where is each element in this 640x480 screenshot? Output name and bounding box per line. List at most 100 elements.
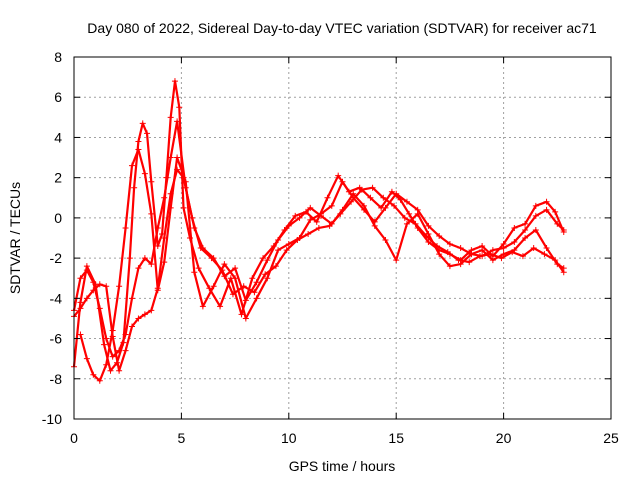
data-point <box>444 249 451 256</box>
data-point <box>135 138 142 145</box>
data-point <box>457 245 464 252</box>
data-point <box>283 247 290 254</box>
data-point <box>135 146 142 153</box>
data-point <box>292 212 299 219</box>
data-point <box>446 241 453 248</box>
data-point <box>210 283 217 290</box>
data-point <box>148 307 155 314</box>
data-point <box>313 218 320 225</box>
data-point <box>339 178 346 185</box>
data-point <box>275 237 282 244</box>
data-point <box>511 239 518 246</box>
data-point <box>101 341 108 348</box>
data-point <box>249 275 256 282</box>
data-point <box>382 204 389 211</box>
data-point <box>324 194 331 201</box>
data-point <box>414 206 421 213</box>
data-point <box>221 273 228 280</box>
data-point <box>116 283 123 290</box>
data-point <box>141 311 148 318</box>
y-tick-label: -2 <box>50 250 63 266</box>
data-point <box>180 204 187 211</box>
series-track-c <box>71 118 567 360</box>
data-point <box>468 251 475 258</box>
data-point <box>388 188 395 195</box>
data-point <box>393 190 400 197</box>
data-point <box>522 226 529 233</box>
data-point <box>466 259 473 266</box>
data-point <box>232 275 239 282</box>
data-point <box>116 347 123 354</box>
data-point <box>436 251 443 258</box>
data-point <box>335 172 342 179</box>
series-line <box>72 120 565 358</box>
data-point <box>174 118 181 125</box>
data-point <box>446 263 453 270</box>
data-point <box>161 194 168 201</box>
x-axis-label: GPS time / hours <box>289 458 396 474</box>
data-point <box>103 335 110 342</box>
data-point <box>272 263 279 270</box>
data-point <box>369 184 376 191</box>
data-point <box>532 226 539 233</box>
data-point <box>519 253 526 260</box>
data-point <box>260 255 267 262</box>
data-point <box>403 220 410 227</box>
y-tick-label: 4 <box>54 129 62 145</box>
data-point <box>242 315 249 322</box>
data-point <box>406 210 413 217</box>
data-point <box>425 222 432 229</box>
data-point <box>305 230 312 237</box>
y-tick-label: 8 <box>54 49 62 65</box>
data-point <box>360 206 367 213</box>
data-point <box>522 235 529 241</box>
data-point <box>148 178 155 185</box>
data-point <box>141 255 148 262</box>
data-point <box>530 245 537 252</box>
data-point <box>554 261 561 268</box>
x-tick-label: 25 <box>603 430 619 446</box>
data-point <box>161 259 168 266</box>
data-point <box>96 377 103 384</box>
data-point <box>77 275 84 282</box>
data-point <box>296 214 303 221</box>
data-point <box>128 295 135 302</box>
data-point <box>511 224 518 231</box>
data-point <box>285 222 292 229</box>
data-point <box>500 245 507 252</box>
series-line <box>72 80 565 372</box>
data-point <box>393 257 400 264</box>
data-point <box>532 202 539 209</box>
x-tick-label: 15 <box>388 430 404 446</box>
gridlines <box>74 57 611 419</box>
y-tick-label: 0 <box>54 210 62 226</box>
data-point <box>210 255 217 262</box>
data-point <box>328 220 335 227</box>
data-point <box>148 210 155 217</box>
data-point <box>122 224 129 231</box>
data-point <box>116 367 123 374</box>
data-point <box>135 265 142 272</box>
data-point <box>182 178 189 185</box>
data-point <box>543 206 550 213</box>
data-point <box>199 245 206 252</box>
x-tick-label: 0 <box>70 430 78 446</box>
data-point <box>489 247 496 254</box>
data-point <box>148 261 155 268</box>
plot-frame <box>73 56 612 420</box>
data-point <box>131 184 138 191</box>
data-point <box>103 361 110 368</box>
data-point <box>262 271 269 278</box>
data-point <box>109 353 116 360</box>
data-point <box>191 269 198 276</box>
data-point <box>174 154 181 161</box>
data-point <box>126 255 133 262</box>
data-point <box>217 303 224 310</box>
data-point <box>83 355 90 362</box>
data-point <box>489 257 496 264</box>
x-tick-label: 10 <box>281 430 297 446</box>
data-point <box>122 331 129 338</box>
data-point <box>109 327 116 334</box>
axis-ticks: 0 5 10 15 20 25 -10 -8 -6 -4 -2 0 2 4 6 8 <box>42 49 619 446</box>
